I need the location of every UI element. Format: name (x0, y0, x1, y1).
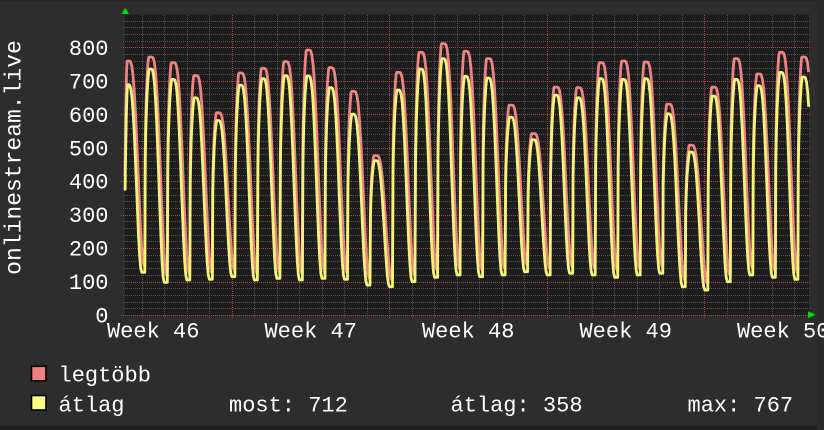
svg-text:100: 100 (69, 271, 109, 296)
svg-text:300: 300 (69, 204, 109, 229)
svg-text:legtöbb: legtöbb (59, 364, 151, 389)
svg-text:700: 700 (69, 70, 109, 95)
svg-text:max: 767: max: 767 (688, 393, 794, 418)
svg-text:600: 600 (69, 104, 109, 129)
svg-text:most: 712: most: 712 (229, 393, 348, 418)
svg-text:Week 49: Week 49 (579, 320, 671, 345)
svg-text:átlag: 358: átlag: 358 (451, 393, 583, 418)
svg-text:200: 200 (69, 238, 109, 263)
svg-text:Week 50: Week 50 (737, 320, 824, 345)
svg-text:500: 500 (69, 137, 109, 162)
svg-text:800: 800 (69, 37, 109, 62)
svg-text:Week 47: Week 47 (264, 320, 356, 345)
svg-text:onlinestream.live: onlinestream.live (1, 40, 27, 275)
svg-text:0: 0 (95, 305, 108, 330)
svg-text:400: 400 (69, 171, 109, 196)
svg-text:átlag: átlag (59, 393, 125, 418)
svg-text:Week 48: Week 48 (422, 320, 514, 345)
svg-text:Week 46: Week 46 (107, 320, 199, 345)
